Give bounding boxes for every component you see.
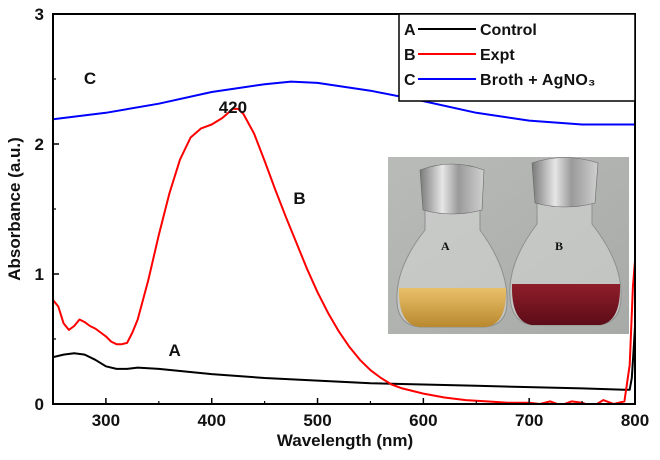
annotation-layer: C 420 B A [84,69,306,360]
legend-label-b: Expt [480,47,515,64]
series-layer [53,80,635,404]
legend-entry-b: B Expt [404,47,515,64]
annotation-peak-420: 420 [219,98,247,117]
tick-layer: 300 400 500 600 700 800 0 1 2 3 [35,5,650,430]
y-tick-label-0: 0 [35,395,44,414]
y-tick-label-1: 1 [35,265,44,284]
x-tick-label-700: 700 [515,411,543,430]
legend-key-b: B [404,47,416,64]
legend-entry-a: A Control [404,22,537,39]
annotation-b: B [293,189,305,208]
legend: A Control B Expt C Broth + AgNO₃ [398,13,636,102]
legend-key-c: C [404,72,416,89]
inset-label-a: A [441,239,450,253]
y-tick-label-2: 2 [35,135,44,154]
annotation-a: A [169,341,181,360]
flask-a [396,163,508,328]
x-axis-title: Wavelength (nm) [277,431,413,450]
x-tick-label-300: 300 [92,411,120,430]
legend-key-a: A [404,22,416,39]
series-line-c [53,80,635,126]
series-line-a [53,325,635,391]
legend-label-a: Control [480,22,537,39]
legend-label-c: Broth + AgNO₃ [480,72,596,89]
legend-entry-c: C Broth + AgNO₃ [404,72,596,89]
inset-label-b: B [555,239,563,253]
x-tick-label-800: 800 [621,411,649,430]
inset-photo: A B [388,157,629,334]
x-tick-label-500: 500 [303,411,331,430]
series-line-b [53,107,635,404]
x-tick-label-600: 600 [409,411,437,430]
annotation-c: C [84,69,96,88]
x-tick-label-400: 400 [198,411,226,430]
y-axis-title: Absorbance (a.u.) [5,137,24,281]
y-tick-label-3: 3 [35,5,44,24]
flask-b [509,157,622,326]
